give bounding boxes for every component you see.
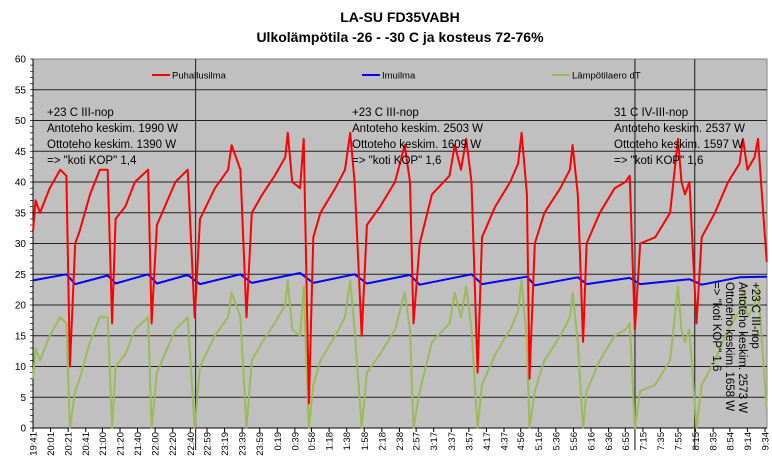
x-tick-label: 6:36: [604, 432, 615, 451]
x-tick-label: 22:59: [202, 432, 213, 456]
y-tick-label: 15: [15, 331, 27, 342]
x-tick-label: 4:56: [516, 432, 527, 451]
y-tick-label: 20: [15, 301, 27, 312]
x-tick-label: 23:19: [220, 432, 231, 456]
x-tick-label: 5:36: [551, 432, 562, 451]
x-tick-label: 9:14: [743, 432, 754, 451]
x-tick-label: 20:01: [46, 432, 57, 456]
y-tick-label: 40: [15, 178, 27, 189]
x-tick-label: 9:34: [761, 432, 772, 451]
legend-label: Puhallusilma: [172, 71, 227, 82]
series-line-puhallusilma: [32, 131, 768, 405]
x-tick-label: 21:20: [115, 432, 126, 456]
x-tick-label: 1:38: [342, 432, 353, 451]
x-tick-label: 2:38: [395, 432, 406, 451]
chart-title: LA-SU FD35VABH: [340, 9, 460, 25]
y-tick-label: 50: [15, 116, 27, 127]
annotation-3: 31 C IV-III-nop Antoteho keskim. 2537 W …: [614, 107, 748, 167]
y-axis: 0 5 10 15 20 25 30 35 40 45 50 55 60: [15, 55, 34, 435]
annotation-4-vertical: +23 C III-nop Antoteho keskim. 2573 W Ot…: [710, 282, 761, 416]
y-tick-label: 25: [15, 270, 27, 281]
x-tick-label: 20:41: [81, 432, 92, 456]
series-line-lampotilaero: [32, 279, 768, 429]
x-tick-label: 22:40: [186, 432, 197, 456]
legend-label: Imuilma: [382, 71, 416, 82]
x-tick-label: 7:35: [656, 432, 667, 451]
x-tick-label: 8:35: [709, 432, 720, 451]
annotation-2: +23 C III-nop Antoteho keskim. 2503 W Ot…: [352, 107, 486, 167]
x-tick-label: 5:16: [534, 432, 545, 451]
x-tick-label: 23:39: [238, 432, 249, 456]
y-tick-label: 35: [15, 208, 27, 219]
x-tick-label: 23:59: [255, 432, 266, 456]
x-tick-label: 20:21: [64, 432, 75, 456]
x-tick-label: 3:57: [464, 432, 475, 451]
x-tick-label: 22:20: [168, 432, 179, 456]
legend: Puhallusilma Imuilma Lämpötilaero dT: [152, 71, 641, 82]
x-tick-label: 1:18: [325, 432, 336, 451]
x-tick-label: 0:19: [273, 432, 284, 451]
annotation-1: +23 C III-nop Antoteho keskim. 1990 W Ot…: [47, 107, 181, 167]
x-tick-label: 21:40: [133, 432, 144, 456]
y-tick-label: 60: [15, 55, 27, 66]
x-tick-label: 7:55: [674, 432, 685, 451]
legend-label: Lämpötilaero dT: [572, 71, 641, 82]
series-lines: [32, 131, 768, 429]
x-tick-label: 6:16: [587, 432, 598, 451]
x-tick-label: 8:15: [691, 432, 702, 451]
y-tick-label: 0: [20, 424, 26, 435]
x-tick-label: 1:58: [360, 432, 371, 451]
x-tick-label: 3:37: [447, 432, 458, 451]
x-tick-label: 19:41: [29, 432, 40, 456]
x-tick-label: 2:57: [412, 432, 423, 451]
x-tick-label: 8:54: [725, 432, 736, 451]
x-tick-label: 0:58: [307, 432, 318, 451]
y-tick-label: 5: [20, 393, 26, 404]
x-tick-label: 2:18: [377, 432, 388, 451]
y-tick-label: 55: [15, 85, 27, 96]
x-tick-label: 22:00: [151, 432, 162, 456]
x-tick-label: 21:00: [98, 432, 109, 456]
x-axis: 19:41 20:01 20:21 20:41 21:00 21:20 21:40 22:00…: [29, 427, 772, 456]
y-tick-label: 45: [15, 147, 27, 158]
x-tick-label: 6:55: [621, 432, 632, 451]
y-tick-label: 10: [15, 362, 27, 373]
separators: [194, 59, 696, 450]
x-tick-label: 0:39: [290, 432, 301, 451]
x-tick-label: 4:17: [482, 432, 493, 451]
y-tick-label: 30: [15, 239, 27, 250]
x-tick-label: 3:17: [429, 432, 440, 451]
x-tick-label: 7:15: [638, 432, 649, 451]
x-tick-label: 4:37: [500, 432, 511, 451]
chart-subtitle: Ulkolämpötila -26 - -30 C ja kosteus 72-…: [256, 29, 544, 45]
x-tick-label: 5:56: [569, 432, 580, 451]
